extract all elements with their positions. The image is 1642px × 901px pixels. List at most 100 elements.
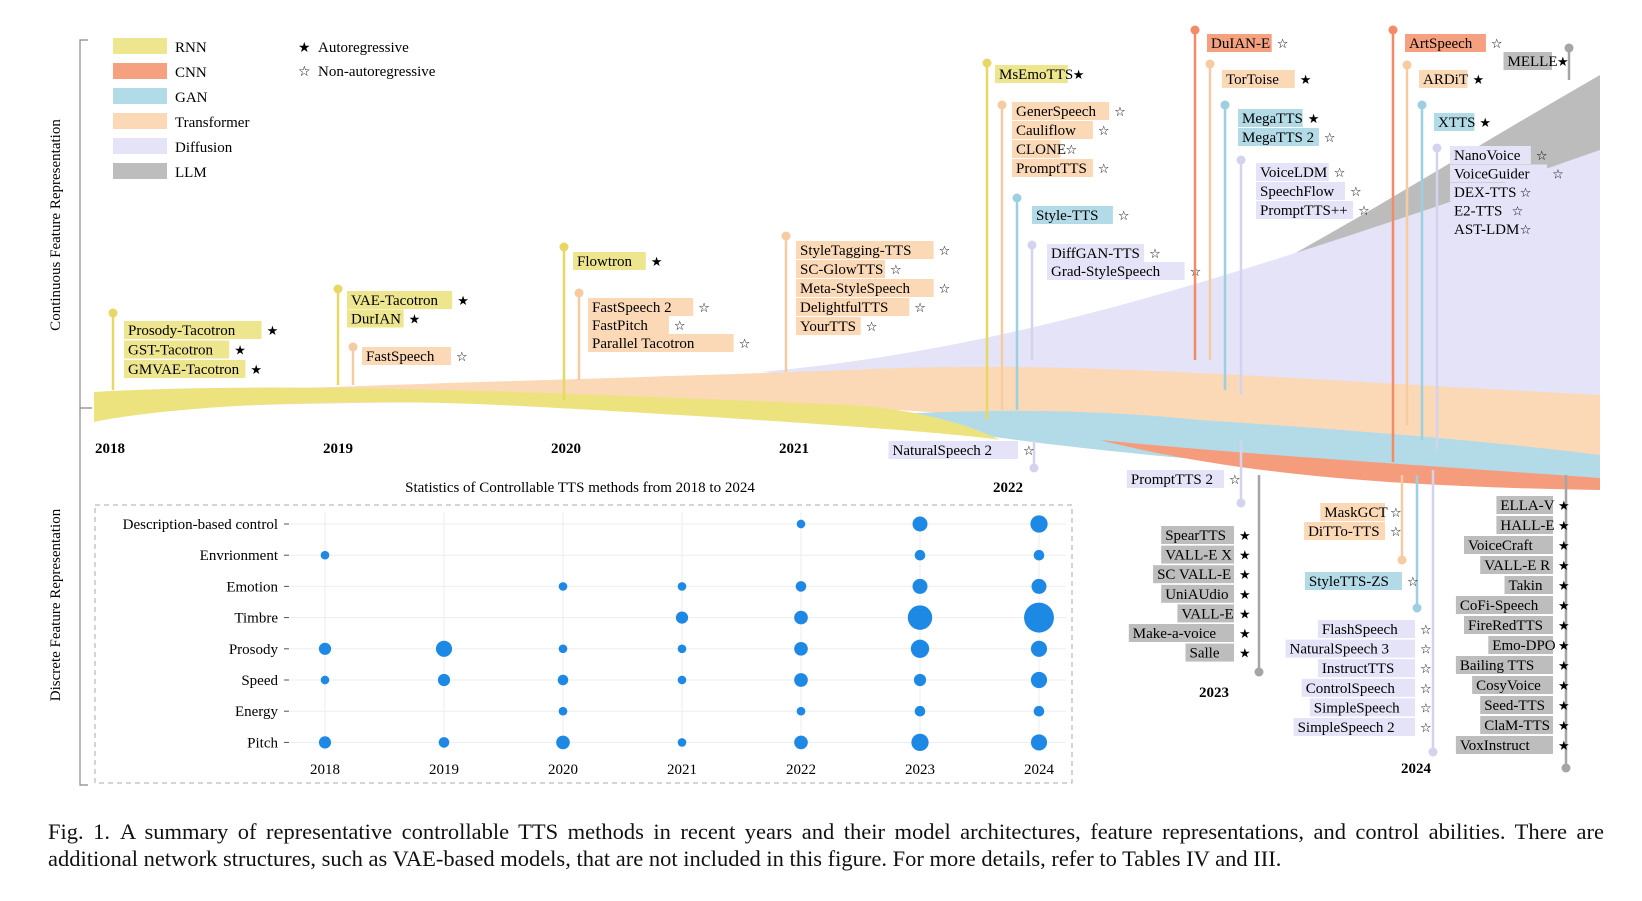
model-type-marker: ★	[1558, 719, 1570, 734]
callout-llm: MELLE ★	[1503, 43, 1574, 80]
model-name: CoFi-Speech	[1460, 598, 1539, 614]
model-type-marker: ☆	[1229, 473, 1241, 488]
model-name: VoxInstruct	[1460, 738, 1531, 754]
transformer-stream	[94, 366, 1600, 460]
rnn-stream	[94, 387, 1000, 440]
year-label-2021: 2021	[779, 441, 809, 457]
model-name: ARDiT	[1423, 72, 1468, 88]
model-type-marker: ☆	[914, 301, 926, 316]
callout-gan: MegaTTS ★ MegaTTS 2 ☆	[1220, 100, 1336, 390]
figure-caption: Fig. 1. A summary of representative contr…	[48, 818, 1604, 872]
model-name: FastSpeech 2	[592, 300, 672, 316]
model-type-marker: ★	[1558, 539, 1570, 554]
model-type-marker: ☆	[1358, 204, 1370, 219]
year-label-2018: 2018	[95, 441, 125, 457]
bubble-point	[320, 675, 330, 685]
model-type-marker: ★	[1239, 568, 1251, 583]
bubble-point	[675, 611, 689, 624]
model-type-marker: ★	[1239, 529, 1251, 544]
bubble-point	[914, 549, 926, 561]
model-type-marker: ★	[1558, 699, 1570, 714]
model-name: VoiceCraft	[1468, 538, 1534, 554]
year-label-2024: 2024	[1401, 761, 1432, 777]
legend-label: CNN	[175, 65, 207, 81]
model-type-marker: ☆	[1277, 37, 1289, 52]
model-name: UniAUdio	[1165, 587, 1228, 603]
bubble-point	[438, 737, 450, 748]
y-tick-label: Emotion	[226, 579, 278, 595]
model-name: HALL-E	[1500, 518, 1554, 534]
model-name: StyleTagging-TTS	[800, 243, 911, 259]
model-type-marker: ☆	[1149, 247, 1161, 262]
legend-swatch-llm	[113, 163, 167, 179]
model-type-marker: ☆	[1023, 444, 1035, 459]
diffusion-stream	[760, 150, 1600, 425]
continuous-axis-label: Continuous Feature Representation	[48, 119, 64, 331]
model-name: GMVAE-Tacotron	[128, 362, 240, 378]
model-type-marker: ☆	[1420, 721, 1432, 736]
callout-gan: Style-TTS ☆	[1012, 193, 1130, 410]
model-type-marker: ☆	[1420, 623, 1432, 638]
model-type-marker: ☆	[1066, 143, 1078, 158]
stats-chart-frame	[94, 504, 1073, 784]
model-name: Salle	[1190, 646, 1220, 662]
model-type-marker: ★	[250, 363, 262, 378]
callout-diffusion: NanoVoice ☆VoiceGuider ☆DEX-TTS ☆E2-TTS ☆AST…	[1432, 143, 1564, 450]
callout-transformer: TorToise ★	[1205, 59, 1311, 360]
callout-transformer: FastSpeech ☆	[348, 342, 468, 385]
model-type-marker: ☆	[674, 319, 686, 334]
legend-label: Transformer	[175, 115, 249, 131]
model-name: VoiceLDM	[1260, 165, 1327, 181]
bubble-point	[794, 610, 808, 625]
model-type-marker: ☆	[939, 244, 951, 259]
model-name: FastPitch	[592, 318, 648, 334]
x-tick-label: 2019	[429, 762, 459, 778]
x-tick-label: 2020	[548, 762, 578, 778]
model-type-marker: ☆	[1390, 506, 1402, 521]
model-type-marker: ★	[457, 294, 469, 309]
model-type-marker: ☆	[456, 350, 468, 365]
bubble-point	[437, 673, 451, 687]
legend-marker-label: Non-autoregressive	[318, 64, 436, 80]
model-name: PromptTTS 2	[1131, 472, 1213, 488]
model-type-marker: ☆	[1420, 662, 1432, 677]
model-type-marker: ★	[1558, 559, 1570, 574]
bubble-point	[1033, 705, 1045, 717]
model-name: Takin	[1509, 578, 1543, 594]
model-name: MsEmoTTS	[999, 67, 1073, 83]
model-type-marker: ★	[1558, 619, 1570, 634]
bubble-point	[914, 705, 926, 717]
model-name: VALL-E	[1181, 606, 1233, 622]
model-name: Prosody-Tacotron	[128, 323, 236, 339]
y-tick-label: Envrionment	[200, 548, 279, 564]
discrete-axis-label: Discrete Feature Representation	[48, 508, 64, 701]
y-tick-label: Energy	[235, 704, 279, 720]
model-type-marker: ★	[651, 255, 663, 270]
model-name: DiffGAN-TTS	[1051, 246, 1140, 262]
bubble-point	[795, 581, 807, 592]
x-tick-label: 2018	[310, 762, 340, 778]
model-type-marker: ☆	[698, 301, 710, 316]
stats-chart: Description-based control Envrionment Emot…	[123, 512, 1066, 778]
model-type-marker: ☆	[1098, 162, 1110, 177]
callout-diffusion: FlashSpeech ☆ NaturalSpeech 3 ☆ InstructTTS ☆…	[1285, 470, 1438, 757]
x-tick-label: 2023	[905, 762, 935, 778]
callout-llm: SpearTTS ★ VALL-E X ★ SC VALL-E ★ UniAUdio ★ VAL…	[1128, 475, 1264, 677]
model-name: VAE-Tacotron	[351, 293, 438, 309]
model-name: NanoVoice	[1454, 148, 1521, 164]
model-name: SC VALL-E	[1157, 567, 1231, 583]
callout-diffusion: VoiceLDM ☆SpeechFlow ☆PromptTTS++ ☆	[1236, 155, 1370, 395]
model-type-marker: ★	[409, 313, 421, 328]
callout-diffusion: DiffGAN-TTS☆Grad-StyleSpeech☆	[1027, 240, 1201, 360]
model-type-marker: ★	[234, 344, 246, 359]
callout-diffusion: NaturalSpeech 2 ☆	[888, 440, 1039, 473]
model-type-marker: ☆	[1118, 209, 1130, 224]
model-type-marker: ☆	[939, 282, 951, 297]
bubble-point	[912, 516, 928, 532]
model-type-marker: ☆	[1350, 185, 1362, 200]
model-name: Grad-StyleSpeech	[1051, 264, 1161, 280]
model-type-marker: ☆	[1552, 168, 1564, 183]
bubble-point	[1030, 640, 1048, 657]
model-name: FastSpeech	[366, 349, 435, 365]
caption-label: Fig. 1.	[48, 819, 111, 844]
